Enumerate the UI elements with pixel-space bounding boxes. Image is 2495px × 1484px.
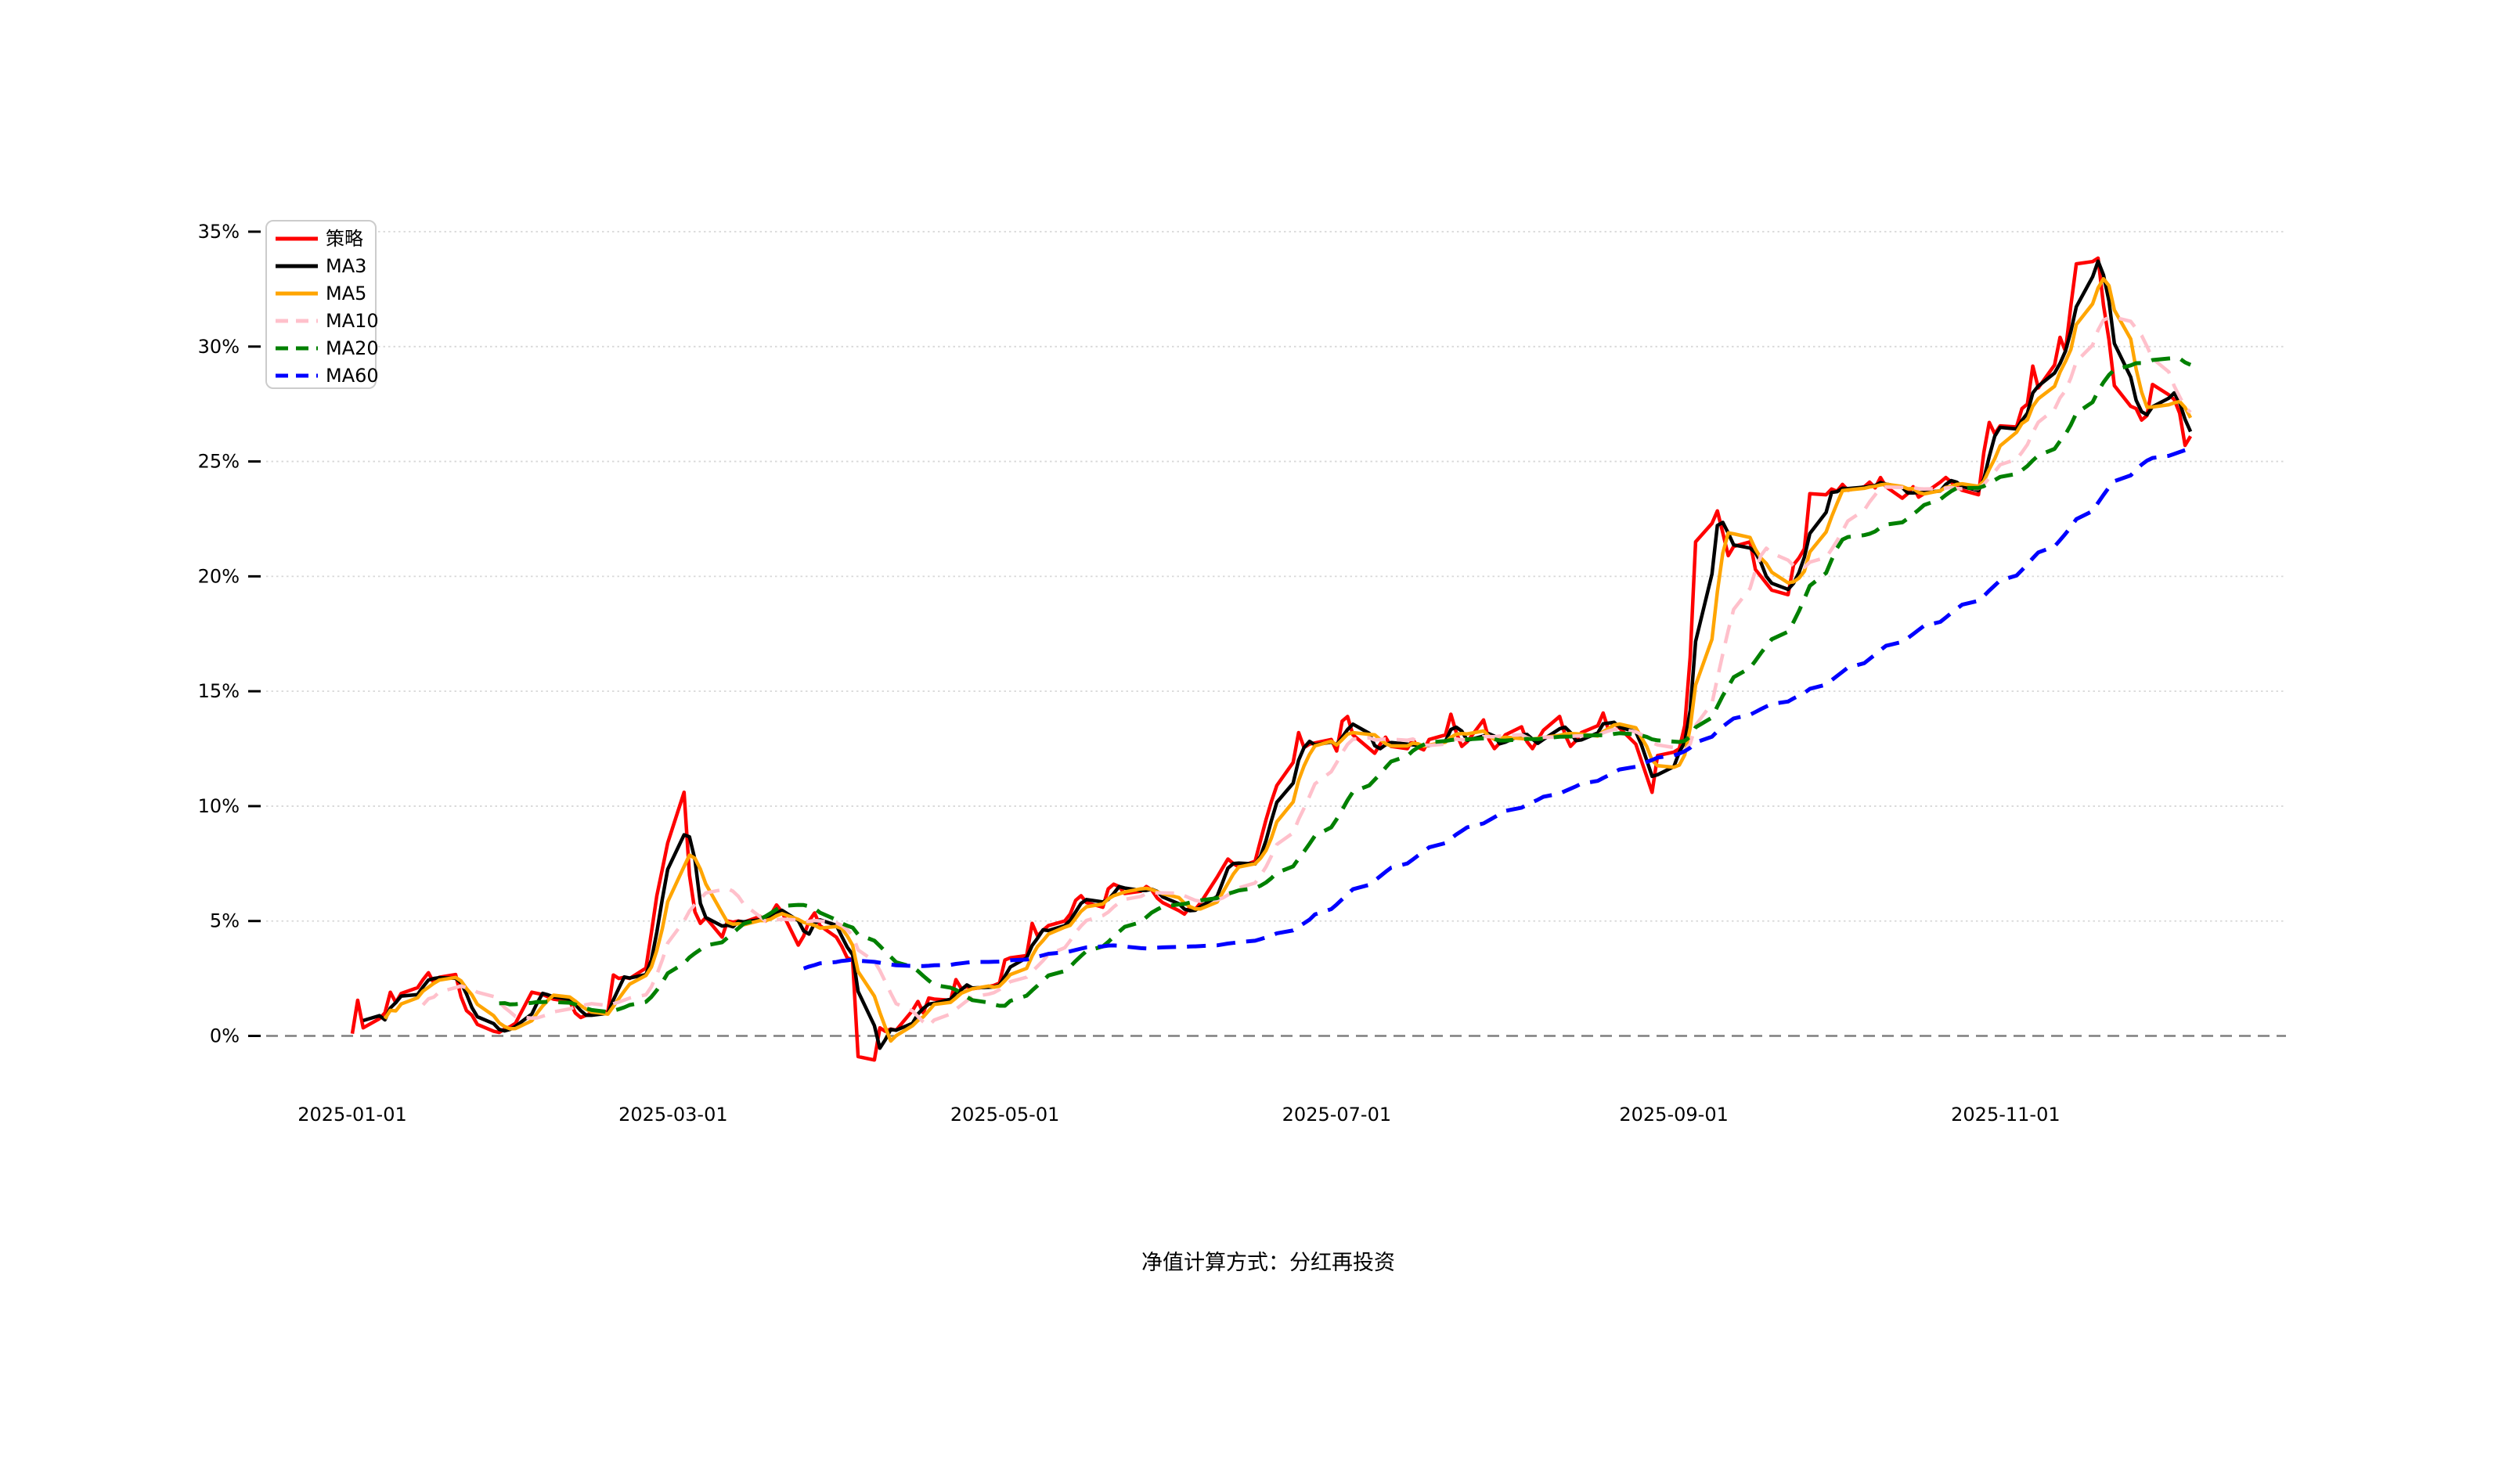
x-axis: 2025-01-01 2025-03-01 2025-05-01 2025-07… — [297, 1104, 2060, 1126]
legend-label-strategy: 策略 — [326, 228, 363, 250]
y-tick-label: 30% — [198, 336, 240, 358]
y-tick-label: 35% — [198, 221, 240, 243]
x-tick-label: 2025-01-01 — [297, 1104, 406, 1126]
series-strategy-line — [350, 256, 2193, 1062]
legend-label-ma60: MA60 — [326, 365, 379, 387]
legend-label-ma10: MA10 — [326, 310, 379, 332]
legend-label-ma5: MA5 — [326, 283, 366, 304]
y-tick-label: 15% — [198, 680, 240, 702]
y-axis: 0% 5% 10% 15% 20% 25% 30% 35% — [198, 221, 261, 1047]
series-ma20-line — [499, 355, 2192, 1014]
legend: 策略 MA3 MA5 MA10 MA20 MA60 — [265, 220, 379, 389]
x-tick-label: 2025-11-01 — [1951, 1104, 2060, 1126]
chart-caption: 净值计算方式：分红再投资 — [1141, 1251, 1395, 1275]
x-tick-label: 2025-07-01 — [1282, 1104, 1391, 1126]
series-ma10-line — [421, 315, 2192, 1028]
legend-box — [265, 220, 377, 389]
y-tick-label: 20% — [198, 565, 240, 587]
x-tick-label: 2025-05-01 — [950, 1104, 1059, 1126]
series-ma3-line — [362, 259, 2193, 1050]
series-ma5-line — [383, 276, 2193, 1043]
series-ma60-line — [802, 446, 2191, 971]
y-tick-label: 0% — [210, 1025, 240, 1047]
y-tick-marks — [248, 230, 261, 1037]
x-tick-label: 2025-03-01 — [618, 1104, 727, 1126]
legend-label-ma3: MA3 — [326, 255, 366, 277]
y-tick-label: 25% — [198, 451, 240, 473]
y-tick-label: 5% — [210, 910, 240, 932]
y-tick-label: 10% — [198, 795, 240, 817]
gridlines — [266, 231, 2286, 922]
series-lines — [350, 256, 2193, 1062]
legend-label-ma20: MA20 — [326, 337, 379, 359]
x-tick-label: 2025-09-01 — [1619, 1104, 1728, 1126]
